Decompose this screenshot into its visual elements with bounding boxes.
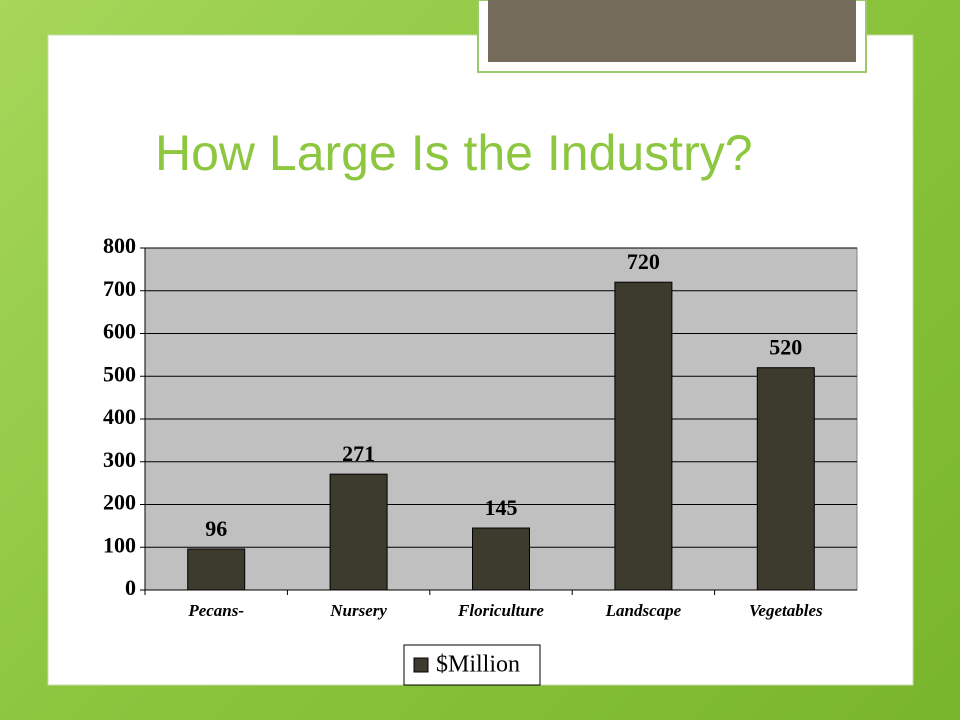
x-tick-label: Vegetables (749, 601, 823, 620)
legend-swatch (413, 657, 429, 673)
value-label: 145 (485, 495, 518, 520)
bar (329, 473, 388, 591)
bar (756, 367, 815, 591)
bar (472, 527, 530, 591)
y-tick-label: 500 (103, 361, 136, 386)
x-tick-label: Pecans- (187, 601, 244, 620)
y-tick-label: 300 (103, 447, 136, 472)
value-label: 520 (769, 335, 802, 360)
y-tick-label: 400 (103, 404, 136, 429)
x-tick-label: Floriculture (457, 601, 544, 620)
y-tick-label: 200 (103, 490, 136, 515)
bar (187, 548, 246, 591)
value-label: 271 (342, 441, 375, 466)
y-tick-label: 800 (103, 233, 136, 258)
x-tick-label: Nursery (329, 601, 387, 620)
value-label: 96 (205, 516, 227, 541)
y-tick-label: 700 (103, 276, 136, 301)
y-tick-label: 0 (125, 575, 136, 600)
legend-label: $Million (436, 652, 520, 678)
header-block (488, 0, 856, 62)
y-tick-label: 100 (103, 532, 136, 557)
y-tick-label: 600 (103, 319, 136, 344)
value-label: 720 (627, 249, 660, 274)
bar (614, 281, 673, 591)
chart-title: How Large Is the Industry? (155, 125, 753, 181)
x-tick-label: Landscape (605, 601, 682, 620)
